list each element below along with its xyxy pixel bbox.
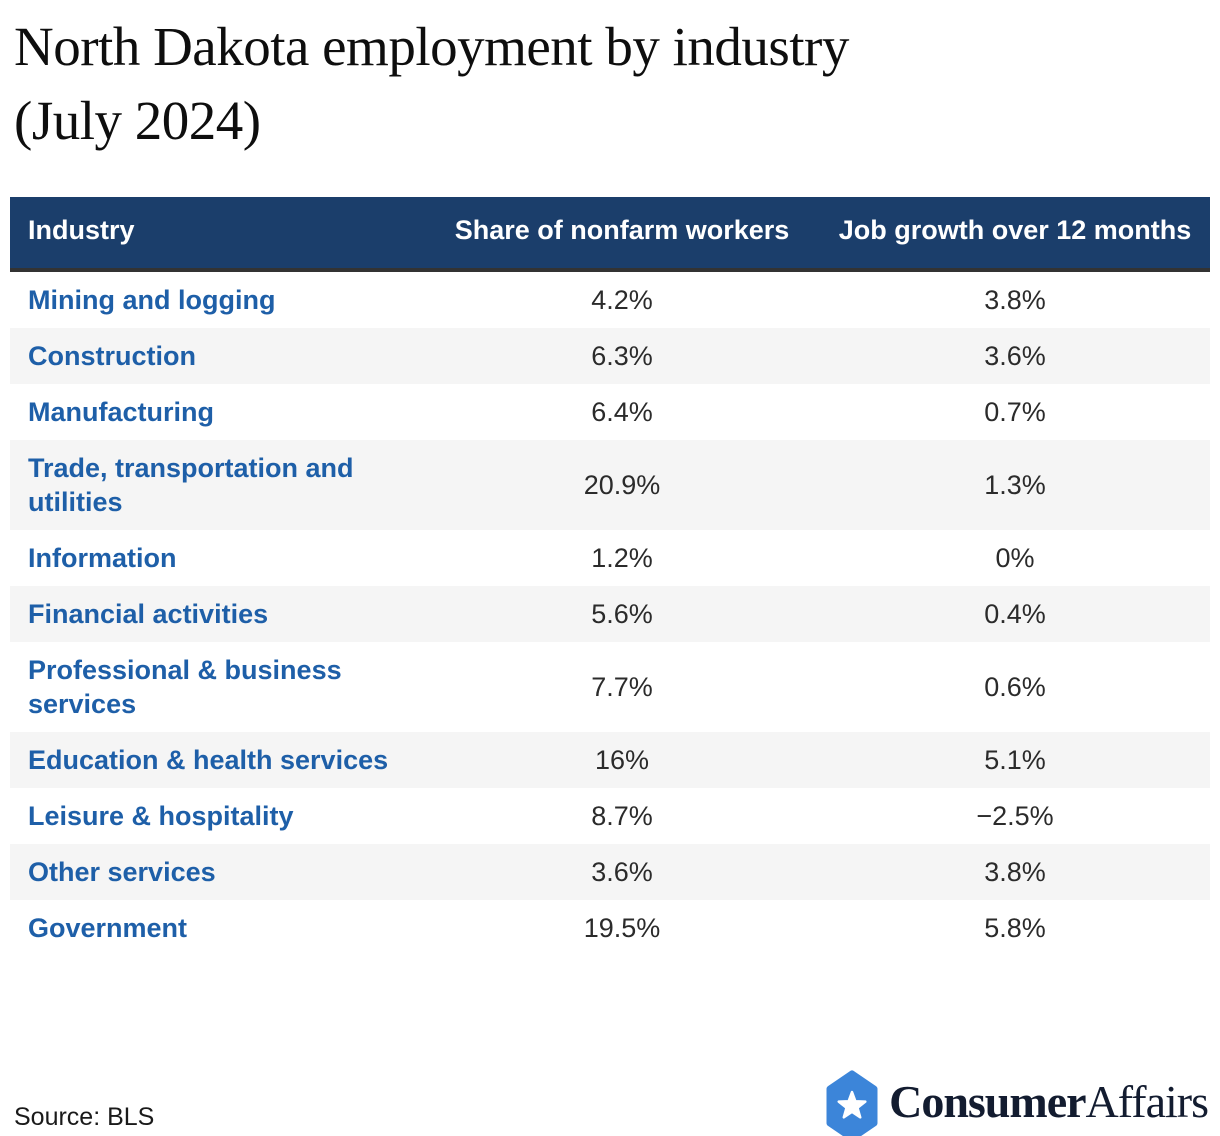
industry-cell: Professional & business services (28, 654, 342, 719)
table-row: Manufacturing 6.4% 0.7% (10, 383, 1210, 440)
share-cell: 3.6% (591, 856, 653, 887)
industry-cell: Construction (28, 340, 196, 371)
growth-cell: 0.6% (984, 671, 1046, 702)
growth-cell: 3.8% (984, 856, 1046, 887)
column-header-growth: Job growth over 12 months (820, 197, 1210, 272)
column-header-industry: Industry (10, 197, 424, 272)
growth-cell: −2.5% (976, 800, 1054, 831)
growth-cell: 3.8% (984, 284, 1046, 315)
wordmark-consumer: Consumer (889, 1076, 1086, 1127)
table-row: Financial activities 5.6% 0.4% (10, 585, 1210, 642)
share-cell: 4.2% (591, 284, 653, 315)
table-header: Industry Share of nonfarm workers Job gr… (10, 197, 1210, 272)
share-cell: 8.7% (591, 800, 653, 831)
infographic-page: North Dakota employment by industry (Jul… (0, 10, 1220, 1136)
source-note: Source: BLS (14, 1103, 155, 1131)
industry-cell: Other services (28, 856, 216, 887)
table-row: Trade, transportation and utilities 20.9%… (10, 439, 1210, 530)
industry-cell: Information (28, 542, 177, 573)
industry-cell: Education & health services (28, 744, 389, 775)
table-row: Government 19.5% 5.8% (10, 899, 1210, 956)
consumeraffairs-star-icon (826, 1070, 878, 1136)
share-cell: 16% (594, 744, 650, 775)
page-title: North Dakota employment by industry (Jul… (14, 10, 1114, 157)
consumeraffairs-logo: ConsumerAffairs (825, 1070, 1209, 1136)
industry-cell: Manufacturing (28, 396, 214, 427)
growth-cell: 1.3% (984, 469, 1046, 500)
table-row: Mining and logging 4.2% 3.8% (10, 269, 1210, 328)
industry-cell: Government (28, 912, 188, 943)
page-title-line2: (July 2024) (14, 89, 261, 151)
growth-cell: 0% (995, 542, 1035, 573)
wordmark-affairs: Affairs (1085, 1076, 1209, 1127)
page-title-line1: North Dakota employment by industry (14, 16, 849, 77)
share-cell: 7.7% (591, 671, 653, 702)
employment-table: Industry Share of nonfarm workers Job gr… (10, 197, 1210, 956)
table-row: Information 1.2% 0% (10, 529, 1210, 586)
table-header-row: Industry Share of nonfarm workers Job gr… (10, 197, 1210, 272)
consumeraffairs-wordmark: ConsumerAffairs (889, 1076, 1209, 1133)
table-body: Mining and logging 4.2% 3.8% Construction 6.… (10, 269, 1210, 956)
table-row: Professional & business services 7.7% 0.6% (10, 641, 1210, 732)
industry-cell: Mining and logging (28, 284, 276, 315)
share-cell: 1.2% (591, 542, 653, 573)
table-row: Other services 3.6% 3.8% (10, 843, 1210, 900)
growth-cell: 0.4% (984, 598, 1046, 629)
footer: Source: BLS ConsumerAffairs (0, 1070, 1220, 1136)
industry-cell: Leisure & hospitality (28, 800, 294, 831)
growth-cell: 0.7% (984, 396, 1046, 427)
share-cell: 5.6% (591, 598, 653, 629)
growth-cell: 3.6% (984, 340, 1046, 371)
table-row: Construction 6.3% 3.6% (10, 327, 1210, 384)
share-cell: 19.5% (583, 912, 661, 943)
industry-cell: Financial activities (28, 598, 269, 629)
share-cell: 6.4% (591, 396, 653, 427)
industry-cell: Trade, transportation and utilities (28, 452, 354, 517)
share-cell: 6.3% (591, 340, 653, 371)
share-cell: 20.9% (583, 469, 661, 500)
column-header-share: Share of nonfarm workers (424, 197, 820, 272)
growth-cell: 5.1% (984, 744, 1046, 775)
table-row: Education & health services 16% 5.1% (10, 731, 1210, 788)
table-row: Leisure & hospitality 8.7% −2.5% (10, 787, 1210, 844)
growth-cell: 5.8% (984, 912, 1046, 943)
